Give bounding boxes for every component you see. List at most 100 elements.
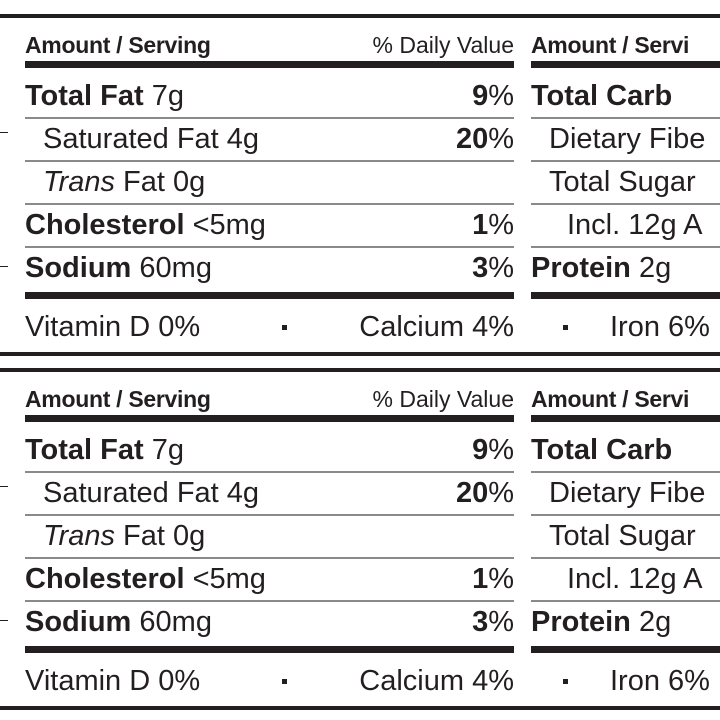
dv-percent: % bbox=[488, 252, 514, 284]
trans-label: Trans bbox=[43, 520, 115, 552]
row-protein: Protein 2g bbox=[531, 601, 720, 643]
row-total-carb: Total Carb bbox=[531, 429, 720, 471]
dv-value: 9 bbox=[472, 434, 489, 466]
vitamin-d-value: Vitamin D 0% bbox=[25, 311, 201, 343]
row-added-sugars: Incl. 12g A bbox=[531, 204, 720, 246]
dv-value: 1 bbox=[472, 209, 489, 241]
panel-bottom-border bbox=[0, 706, 720, 710]
dv-percent: % bbox=[488, 80, 514, 112]
row-rule bbox=[531, 117, 720, 119]
row-dietary-fiber: Dietary Fibe bbox=[531, 118, 720, 160]
column-header: Amount / Servi bbox=[531, 32, 720, 62]
nutrition-panel-top: 0 Amount / Serving % Daily Value Total F… bbox=[0, 14, 720, 356]
vitamins-row: Vitamin D 0% Calcium 4% bbox=[25, 660, 514, 702]
calcium-value: Calcium 4% bbox=[359, 665, 514, 697]
nutrient-name: Incl. 12g A bbox=[567, 209, 703, 241]
row-rule bbox=[531, 557, 720, 559]
nutrient-name: Incl. 12g A bbox=[567, 563, 703, 595]
vitamin-rule bbox=[25, 646, 514, 653]
header-rule bbox=[531, 61, 720, 68]
row-saturated-fat: Saturated Fat 4g 20% bbox=[25, 118, 514, 160]
amount-per-serving-label: Amount / Serving bbox=[25, 386, 211, 412]
nutrient-amount: 2g bbox=[630, 252, 672, 284]
dv-value: 3 bbox=[472, 606, 489, 638]
row-rule bbox=[531, 160, 720, 162]
vitamin-rule bbox=[25, 292, 514, 299]
nutrient-name: Dietary Fibe bbox=[549, 477, 706, 509]
nutrient-name: Total Sugar bbox=[549, 520, 696, 552]
dv-percent: % bbox=[488, 434, 514, 466]
nutrient-name: Total Fat bbox=[25, 434, 144, 466]
edge-tick bbox=[0, 132, 8, 133]
row-rule bbox=[25, 471, 514, 473]
nutrient-name: Protein bbox=[531, 252, 631, 284]
minerals-row: Iron 6% bbox=[531, 660, 720, 702]
nutrient-amount: 7g bbox=[143, 434, 185, 466]
nutrient-name: Sodium bbox=[25, 252, 132, 284]
column-header: Amount / Serving % Daily Value bbox=[25, 386, 514, 416]
nutrient-name: Saturated Fat 4g bbox=[43, 123, 260, 155]
amount-per-serving-label: Amount / Servi bbox=[531, 386, 690, 412]
row-rule bbox=[25, 557, 514, 559]
row-trans-fat: Trans Fat 0g bbox=[25, 161, 514, 203]
edge-tick bbox=[0, 486, 8, 487]
nutrient-name: Cholesterol bbox=[25, 563, 185, 595]
separator-dot bbox=[282, 679, 287, 684]
iron-value: Iron 6% bbox=[610, 311, 710, 343]
row-rule bbox=[531, 471, 720, 473]
amount-per-serving-label: Amount / Serving bbox=[25, 32, 211, 58]
nutrient-name: Total Carb bbox=[531, 80, 673, 112]
vitamin-rule bbox=[531, 292, 720, 299]
row-total-sugars: Total Sugar bbox=[531, 161, 720, 203]
nutrient-amount: 60mg bbox=[131, 606, 212, 638]
dv-percent: % bbox=[488, 606, 514, 638]
row-rule bbox=[25, 246, 514, 248]
nutrition-panel-bottom: 0 Amount / Serving % Daily Value Total F… bbox=[0, 368, 720, 710]
minerals-row: Iron 6% bbox=[531, 306, 720, 348]
nutrient-amount: 60mg bbox=[131, 252, 212, 284]
separator-dot bbox=[563, 679, 568, 684]
separator-dot bbox=[282, 325, 287, 330]
dv-percent: % bbox=[488, 209, 514, 241]
nutrient-name: Fat 0g bbox=[114, 166, 206, 198]
row-trans-fat: Trans Fat 0g bbox=[25, 515, 514, 557]
row-total-fat: Total Fat 7g 9% bbox=[25, 75, 514, 117]
vitamin-rule bbox=[531, 646, 720, 653]
column-header: Amount / Servi bbox=[531, 386, 720, 416]
row-saturated-fat: Saturated Fat 4g 20% bbox=[25, 472, 514, 514]
row-rule bbox=[25, 160, 514, 162]
nutrient-name: Total Fat bbox=[25, 80, 144, 112]
nutrient-name: Protein bbox=[531, 606, 631, 638]
dv-percent: % bbox=[488, 477, 514, 509]
column-header: Amount / Serving % Daily Value bbox=[25, 32, 514, 62]
panel-top-border bbox=[0, 14, 720, 18]
dv-value: 3 bbox=[472, 252, 489, 284]
row-rule bbox=[25, 203, 514, 205]
row-cholesterol: Cholesterol <5mg 1% bbox=[25, 558, 514, 600]
nutrient-name: Fat 0g bbox=[114, 520, 206, 552]
nutrient-amount: <5mg bbox=[184, 563, 266, 595]
row-rule bbox=[531, 246, 720, 248]
nutrient-name: Saturated Fat 4g bbox=[43, 477, 260, 509]
nutrient-amount: 2g bbox=[630, 606, 672, 638]
separator-dot bbox=[563, 325, 568, 330]
header-rule bbox=[531, 415, 720, 422]
row-rule bbox=[25, 117, 514, 119]
header-rule bbox=[25, 61, 514, 68]
row-total-sugars: Total Sugar bbox=[531, 515, 720, 557]
dv-value: 20 bbox=[455, 123, 489, 155]
row-sodium: Sodium 60mg 3% bbox=[25, 601, 514, 643]
row-dietary-fiber: Dietary Fibe bbox=[531, 472, 720, 514]
nutrient-amount: <5mg bbox=[184, 209, 266, 241]
iron-value: Iron 6% bbox=[610, 665, 710, 697]
row-total-fat: Total Fat 7g 9% bbox=[25, 429, 514, 471]
row-protein: Protein 2g bbox=[531, 247, 720, 289]
daily-value-label: % Daily Value bbox=[372, 386, 514, 412]
daily-value-label: % Daily Value bbox=[372, 32, 514, 58]
panel-top-border bbox=[0, 368, 720, 372]
row-rule bbox=[25, 514, 514, 516]
row-rule bbox=[531, 203, 720, 205]
panel-bottom-border bbox=[0, 352, 720, 356]
trans-label: Trans bbox=[43, 166, 115, 198]
edge-tick bbox=[0, 266, 8, 267]
